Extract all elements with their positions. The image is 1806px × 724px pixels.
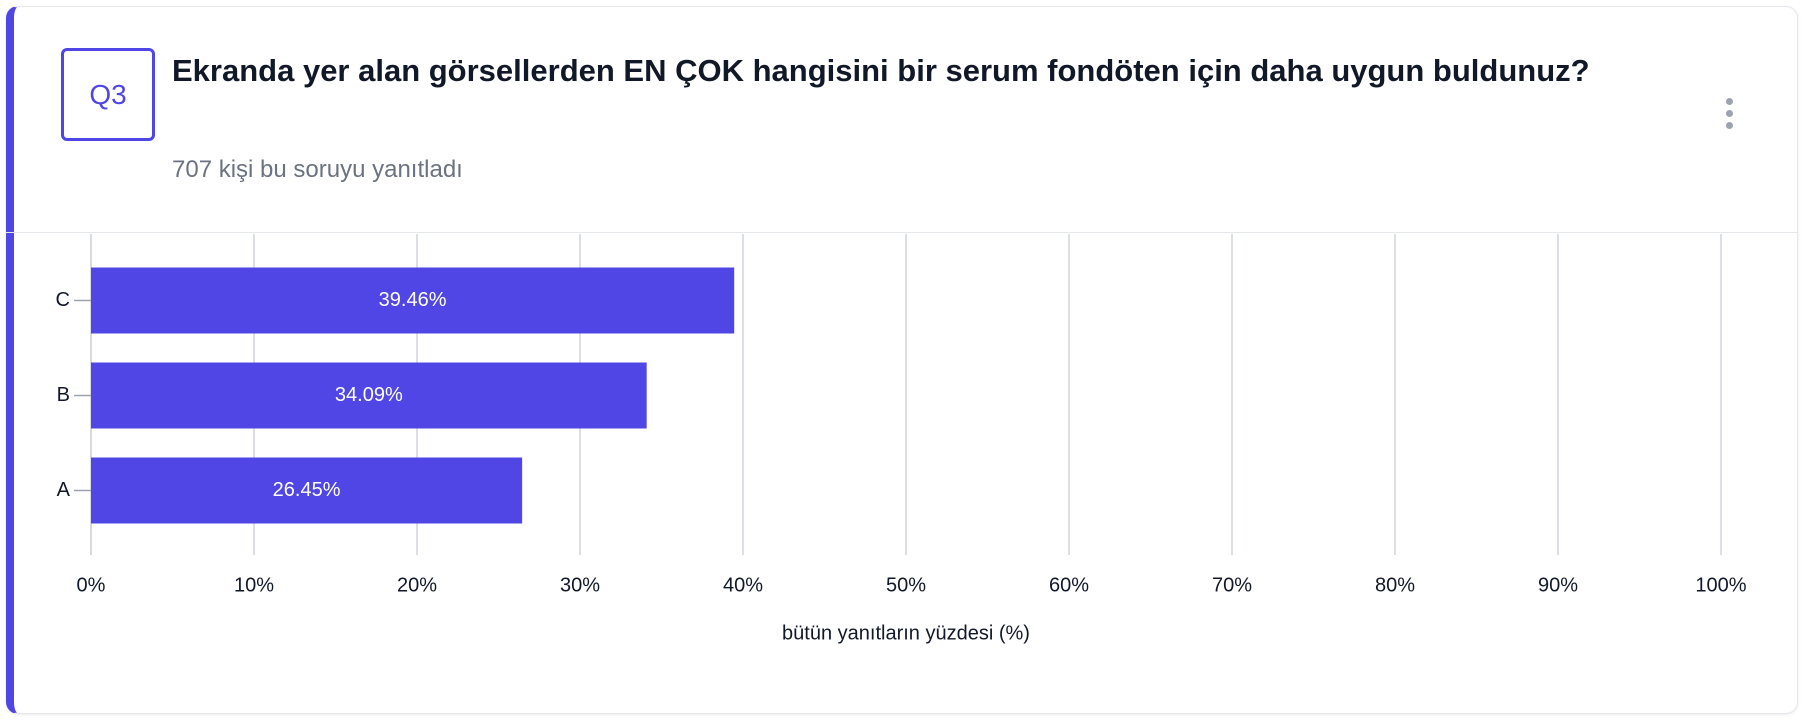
x-tick-label: 0% bbox=[77, 574, 106, 596]
x-tick-label: 80% bbox=[1375, 574, 1415, 596]
x-tick-label: 90% bbox=[1538, 574, 1578, 596]
question-card bbox=[6, 6, 1798, 714]
y-tick-label: C bbox=[56, 289, 70, 311]
x-tick-label: 10% bbox=[234, 574, 274, 596]
question-badge: Q3 bbox=[61, 48, 155, 141]
x-tick-label: 30% bbox=[560, 574, 600, 596]
more-menu[interactable] bbox=[1726, 98, 1733, 134]
x-tick-label: 70% bbox=[1212, 574, 1252, 596]
x-axis-label: bütün yanıtların yüzdesi (%) bbox=[782, 622, 1030, 644]
value-label: 34.09% bbox=[335, 384, 403, 406]
response-count: 707 kişi bu soruyu yanıtladı bbox=[172, 156, 463, 183]
value-label: 26.45% bbox=[273, 479, 341, 501]
x-tick-label: 60% bbox=[1049, 574, 1089, 596]
x-tick-label: 20% bbox=[397, 574, 437, 596]
value-label: 39.46% bbox=[379, 289, 447, 311]
x-tick-label: 50% bbox=[886, 574, 926, 596]
bar bbox=[91, 267, 735, 334]
y-tick-label: B bbox=[57, 384, 70, 406]
x-tick-label: 100% bbox=[1695, 574, 1746, 596]
bar bbox=[91, 457, 523, 524]
question-title: Ekranda yer alan görsellerden EN ÇOK han… bbox=[172, 53, 1590, 88]
x-tick-label: 40% bbox=[723, 574, 763, 596]
y-tick-label: A bbox=[57, 479, 71, 501]
bar bbox=[91, 362, 647, 429]
divider bbox=[6, 232, 1798, 233]
